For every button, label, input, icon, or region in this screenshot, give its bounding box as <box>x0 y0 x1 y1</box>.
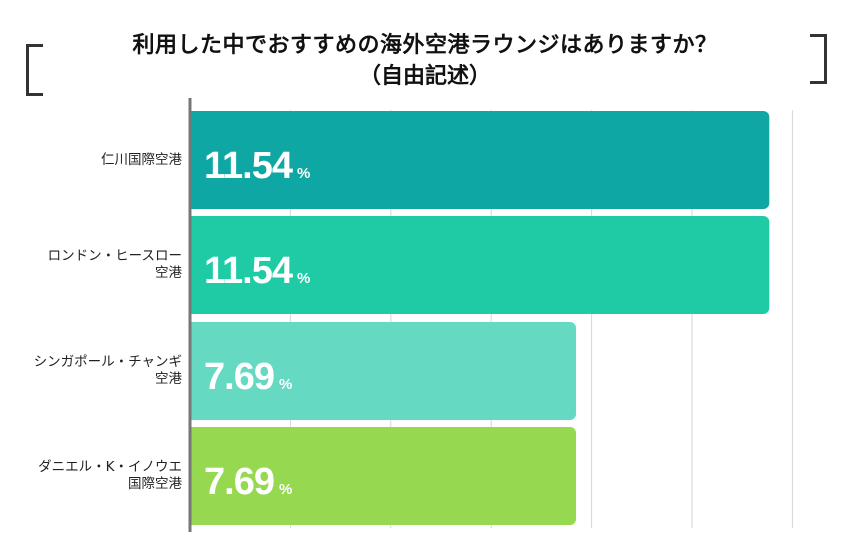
bar <box>190 111 770 209</box>
left-bracket-decoration <box>26 44 43 96</box>
bar <box>190 322 577 420</box>
bar-value-unit: % <box>297 270 311 287</box>
bar-value-number: 7.69 <box>204 461 275 503</box>
right-bracket-decoration <box>810 34 827 84</box>
chart-title-block: 利用した中でおすすめの海外空港ラウンジはありますか？ （自由記述） <box>0 30 850 92</box>
bar-value-number: 7.69 <box>204 356 275 398</box>
bar-value-label: 11.54% <box>204 145 310 188</box>
bar-value-unit: % <box>278 481 293 498</box>
bar-value-unit: % <box>278 376 293 393</box>
category-label-line: ダニエル・K・イノウエ <box>38 459 182 475</box>
bar-value-label: 11.54% <box>204 250 310 293</box>
category-label: ロンドン・ヒースロー 空港 <box>48 248 182 282</box>
bar-value-number: 11.54 <box>204 250 293 292</box>
bar-edge <box>190 322 198 420</box>
chart-subtitle: （自由記述） <box>358 64 491 89</box>
bar-value-number: 11.54 <box>204 145 293 187</box>
category-label: 仁川国際空港 <box>101 152 182 169</box>
category-label: シンガポール・チャンギ 空港 <box>34 354 182 388</box>
chart-title: 利用した中でおすすめの海外空港ラウンジはありますか？ <box>132 33 718 58</box>
category-label-line: 空港 <box>155 371 182 387</box>
bar-edge <box>190 427 198 525</box>
bar <box>190 427 577 525</box>
category-label-line: 仁川国際空港 <box>101 151 182 168</box>
bar-edge <box>190 216 198 314</box>
bar <box>190 216 770 314</box>
category-label-line: 空港 <box>155 265 182 281</box>
bar-value-unit: % <box>297 165 311 182</box>
bar-edge <box>190 111 198 209</box>
category-label-line: シンガポール・チャンギ <box>33 354 182 370</box>
bar-value-label: 7.69% <box>204 356 292 399</box>
bar-value-label: 7.69% <box>204 461 292 504</box>
category-label-line: 国際空港 <box>128 476 182 492</box>
category-label: ダニエル・K・イノウエ 国際空港 <box>38 459 182 493</box>
category-label-line: ロンドン・ヒースロー <box>47 248 182 264</box>
